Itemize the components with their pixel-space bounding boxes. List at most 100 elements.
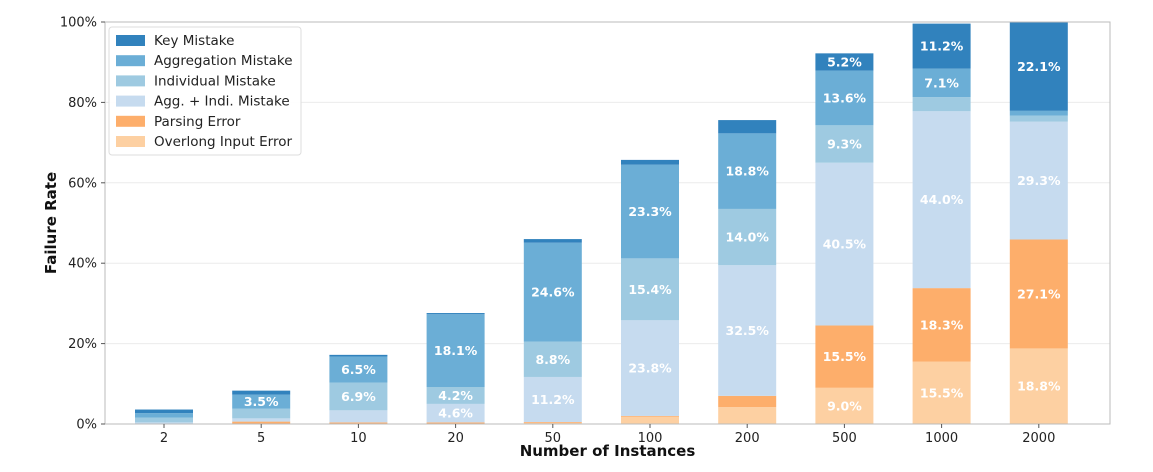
bars — [135, 22, 1068, 424]
bar-segment — [912, 97, 971, 112]
legend-swatch — [116, 55, 145, 67]
y-tick-label: 20% — [68, 337, 97, 352]
bar-segment — [912, 68, 971, 98]
segment-label: 15.4% — [628, 282, 672, 297]
x-tick-label: 20 — [447, 431, 464, 446]
bar-segment — [523, 421, 582, 423]
bar-segment — [135, 409, 193, 414]
bar-segment — [329, 422, 388, 424]
y-axis-label: Failure Rate — [42, 172, 60, 274]
y-tick-label: 60% — [68, 176, 97, 191]
segment-label: 4.6% — [438, 406, 473, 421]
segment-label: 6.9% — [341, 389, 376, 404]
bar-segment — [815, 325, 874, 388]
segment-label: 9.3% — [827, 137, 862, 152]
bar-segment — [815, 387, 874, 424]
legend-swatch — [116, 95, 145, 107]
legend: Key Mistake Aggregation Mistake Individual… — [108, 26, 302, 156]
segment-label: 18.8% — [726, 164, 770, 179]
bar-segment — [426, 387, 485, 404]
bar-segment — [232, 418, 291, 422]
bar-segment — [135, 413, 193, 418]
legend-box — [108, 26, 302, 156]
bar-segment — [426, 403, 485, 423]
x-tick-label: 1000 — [925, 431, 958, 446]
bar-segment — [718, 395, 777, 408]
bar-segment — [426, 422, 485, 424]
legend-entry: Overlong Input Error — [154, 134, 293, 150]
segment-label: 29.3% — [1017, 173, 1061, 188]
segment-label: 7.1% — [924, 75, 959, 90]
segment-label: 18.8% — [1017, 379, 1061, 394]
x-tick-label: 500 — [832, 431, 857, 446]
segment-label: 18.1% — [434, 343, 478, 358]
bar-segment — [718, 265, 777, 396]
segment-label: 3.5% — [244, 394, 279, 409]
x-tick-label: 5 — [257, 431, 265, 446]
x-tick-label: 100 — [638, 431, 663, 446]
segment-label: 9.0% — [827, 398, 862, 413]
segment-label: 22.1% — [1017, 59, 1061, 74]
bar-segment — [621, 159, 679, 165]
segment-label: 4.2% — [438, 388, 473, 403]
y-axis-ticks: 0% 20% 40% 60% 80% 100% — [60, 16, 105, 433]
bar-segment — [329, 382, 388, 411]
bar-segment — [329, 410, 388, 423]
bar-segment — [523, 341, 582, 377]
legend-entry: Agg. + Indi. Mistake — [154, 94, 290, 110]
bar-segment — [232, 421, 291, 424]
bar-segment — [815, 53, 874, 71]
bar-segment — [232, 408, 291, 419]
bar-segment — [621, 320, 679, 416]
bar-segment — [1009, 110, 1068, 116]
segment-label: 6.5% — [341, 362, 376, 377]
x-tick-label: 50 — [545, 431, 562, 446]
bar-segment — [329, 356, 388, 383]
plot-area-frame — [104, 21, 1111, 425]
bar-segment — [135, 417, 193, 423]
segment-label: 24.6% — [531, 285, 575, 300]
legend-swatch — [116, 136, 145, 147]
bar-segment — [1009, 115, 1068, 122]
bar-segment — [621, 416, 679, 424]
bar-segment — [426, 314, 485, 388]
segment-label: 5.2% — [827, 54, 862, 69]
x-tick-label: 2000 — [1022, 431, 1055, 446]
y-tick-label: 100% — [60, 16, 97, 31]
bar-segment — [718, 120, 777, 134]
bar-segment — [523, 376, 582, 422]
segment-label: 18.3% — [920, 317, 964, 332]
segment-label: 23.8% — [628, 361, 672, 376]
segment-label: 23.3% — [628, 204, 672, 219]
bar-segment — [523, 242, 582, 342]
segment-label: 8.8% — [535, 352, 570, 367]
x-axis-label: Number of Instances — [520, 442, 696, 460]
bar-segment — [718, 208, 777, 266]
bar-segment — [912, 288, 971, 362]
bar-segment — [912, 23, 971, 69]
bar-segment — [1009, 348, 1068, 424]
y-tick-label: 40% — [68, 257, 97, 272]
segment-label: 13.6% — [823, 90, 867, 105]
legend-swatch — [116, 75, 145, 87]
bar-segment — [1009, 239, 1068, 349]
bar-segment — [232, 394, 291, 409]
segment-label: 32.5% — [726, 323, 770, 338]
bar-segment — [621, 164, 679, 259]
x-axis-ticks: 2 5 10 20 50 100 200 500 1000 2000 — [160, 424, 1055, 446]
bar-segment — [912, 111, 971, 289]
legend-entry: Aggregation Mistake — [154, 53, 293, 69]
segment-labels: 3.5% 6.9% 6.5% 4.6% 4.2% 18.1% 11.2% 8.8% 24.6% 2… — [244, 39, 1061, 421]
bar-segment — [718, 133, 777, 209]
legend-entry: Key Mistake — [154, 33, 234, 49]
bar-segment — [1009, 121, 1068, 240]
y-tick-label: 80% — [68, 96, 97, 111]
segment-label: 27.1% — [1017, 286, 1061, 301]
segment-label: 11.2% — [920, 39, 964, 54]
segment-label: 15.5% — [823, 349, 867, 364]
bar-segment — [815, 125, 874, 163]
bar-segment — [523, 239, 582, 243]
y-tick-label: 0% — [76, 418, 97, 433]
bar-segment — [621, 258, 679, 321]
bar-segment — [135, 422, 193, 424]
